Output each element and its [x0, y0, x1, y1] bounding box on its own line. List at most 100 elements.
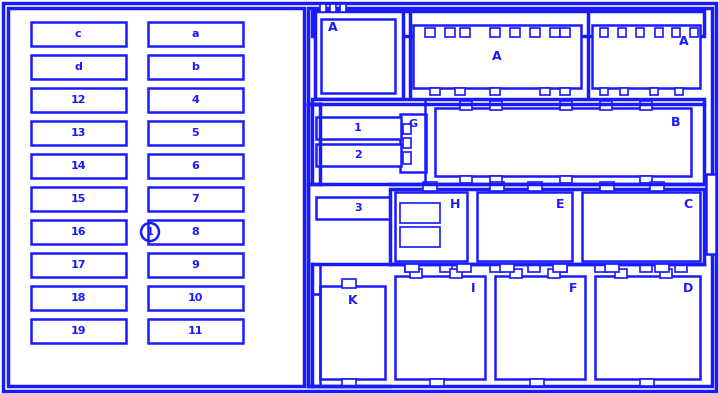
- Bar: [395, 276, 485, 379]
- Bar: [477, 192, 572, 261]
- Bar: [403, 124, 411, 134]
- Bar: [490, 101, 502, 110]
- Bar: [548, 269, 560, 278]
- Text: I: I: [471, 281, 475, 294]
- Bar: [390, 189, 704, 264]
- Bar: [490, 264, 502, 272]
- Text: a: a: [191, 29, 198, 39]
- Bar: [30, 55, 126, 79]
- Bar: [147, 55, 242, 79]
- Bar: [342, 279, 356, 288]
- Bar: [460, 176, 472, 183]
- Bar: [147, 154, 242, 178]
- Bar: [636, 28, 644, 37]
- Bar: [600, 101, 612, 110]
- Bar: [342, 379, 356, 386]
- Bar: [457, 264, 471, 272]
- Bar: [30, 286, 126, 310]
- Bar: [560, 101, 572, 110]
- Bar: [425, 28, 435, 37]
- Text: 12: 12: [70, 95, 86, 105]
- Bar: [495, 276, 585, 379]
- Text: D: D: [683, 281, 693, 294]
- Bar: [490, 176, 502, 183]
- Text: C: C: [684, 197, 692, 210]
- Bar: [320, 4, 326, 12]
- Bar: [553, 264, 567, 272]
- Text: 8: 8: [191, 227, 199, 237]
- Bar: [147, 88, 242, 112]
- Bar: [410, 269, 422, 278]
- Bar: [560, 88, 570, 95]
- Bar: [147, 22, 242, 46]
- Bar: [640, 264, 652, 272]
- Bar: [500, 264, 514, 272]
- Bar: [672, 28, 680, 37]
- Bar: [440, 264, 452, 272]
- Bar: [30, 319, 126, 343]
- Bar: [315, 11, 403, 99]
- Bar: [595, 276, 700, 379]
- Bar: [147, 121, 242, 145]
- Bar: [400, 203, 440, 223]
- Bar: [600, 88, 608, 95]
- Text: 13: 13: [70, 128, 86, 138]
- Bar: [30, 253, 126, 277]
- Bar: [30, 187, 126, 211]
- Bar: [320, 286, 385, 379]
- Text: 1: 1: [147, 227, 153, 237]
- Bar: [8, 8, 304, 386]
- Bar: [620, 88, 628, 95]
- Text: 1: 1: [354, 123, 362, 133]
- Bar: [370, 99, 378, 106]
- Bar: [312, 99, 704, 184]
- Bar: [640, 101, 652, 110]
- Text: 3: 3: [354, 203, 362, 213]
- Text: d: d: [74, 62, 82, 72]
- Text: A: A: [493, 50, 502, 63]
- Bar: [147, 187, 242, 211]
- Bar: [490, 28, 500, 37]
- Bar: [540, 88, 550, 95]
- Bar: [460, 28, 470, 37]
- Bar: [595, 264, 607, 272]
- Bar: [490, 88, 500, 95]
- Bar: [395, 192, 467, 261]
- Bar: [582, 192, 700, 261]
- Bar: [316, 144, 400, 166]
- Text: 7: 7: [191, 194, 199, 204]
- Bar: [400, 114, 426, 172]
- Bar: [350, 99, 358, 106]
- Text: H: H: [450, 197, 460, 210]
- Bar: [600, 28, 608, 37]
- Text: 9: 9: [191, 260, 199, 270]
- Bar: [690, 28, 698, 37]
- Bar: [510, 269, 522, 278]
- Bar: [312, 11, 704, 36]
- Text: G: G: [408, 119, 418, 129]
- Text: E: E: [556, 197, 564, 210]
- Text: 16: 16: [70, 227, 86, 237]
- Text: A: A: [328, 20, 338, 33]
- Bar: [30, 88, 126, 112]
- Text: 17: 17: [70, 260, 86, 270]
- Bar: [316, 117, 400, 139]
- Bar: [490, 182, 504, 191]
- Text: 5: 5: [191, 128, 199, 138]
- Text: 18: 18: [70, 293, 86, 303]
- Bar: [706, 174, 716, 254]
- Bar: [530, 28, 540, 37]
- Bar: [147, 220, 242, 244]
- Bar: [530, 379, 544, 386]
- Bar: [321, 19, 395, 93]
- Bar: [560, 176, 572, 183]
- Text: 4: 4: [191, 95, 199, 105]
- Text: K: K: [348, 294, 357, 307]
- Bar: [655, 28, 663, 37]
- Bar: [640, 379, 654, 386]
- Bar: [675, 88, 683, 95]
- Bar: [400, 227, 440, 247]
- Text: F: F: [569, 281, 577, 294]
- Text: b: b: [191, 62, 199, 72]
- Bar: [308, 8, 712, 386]
